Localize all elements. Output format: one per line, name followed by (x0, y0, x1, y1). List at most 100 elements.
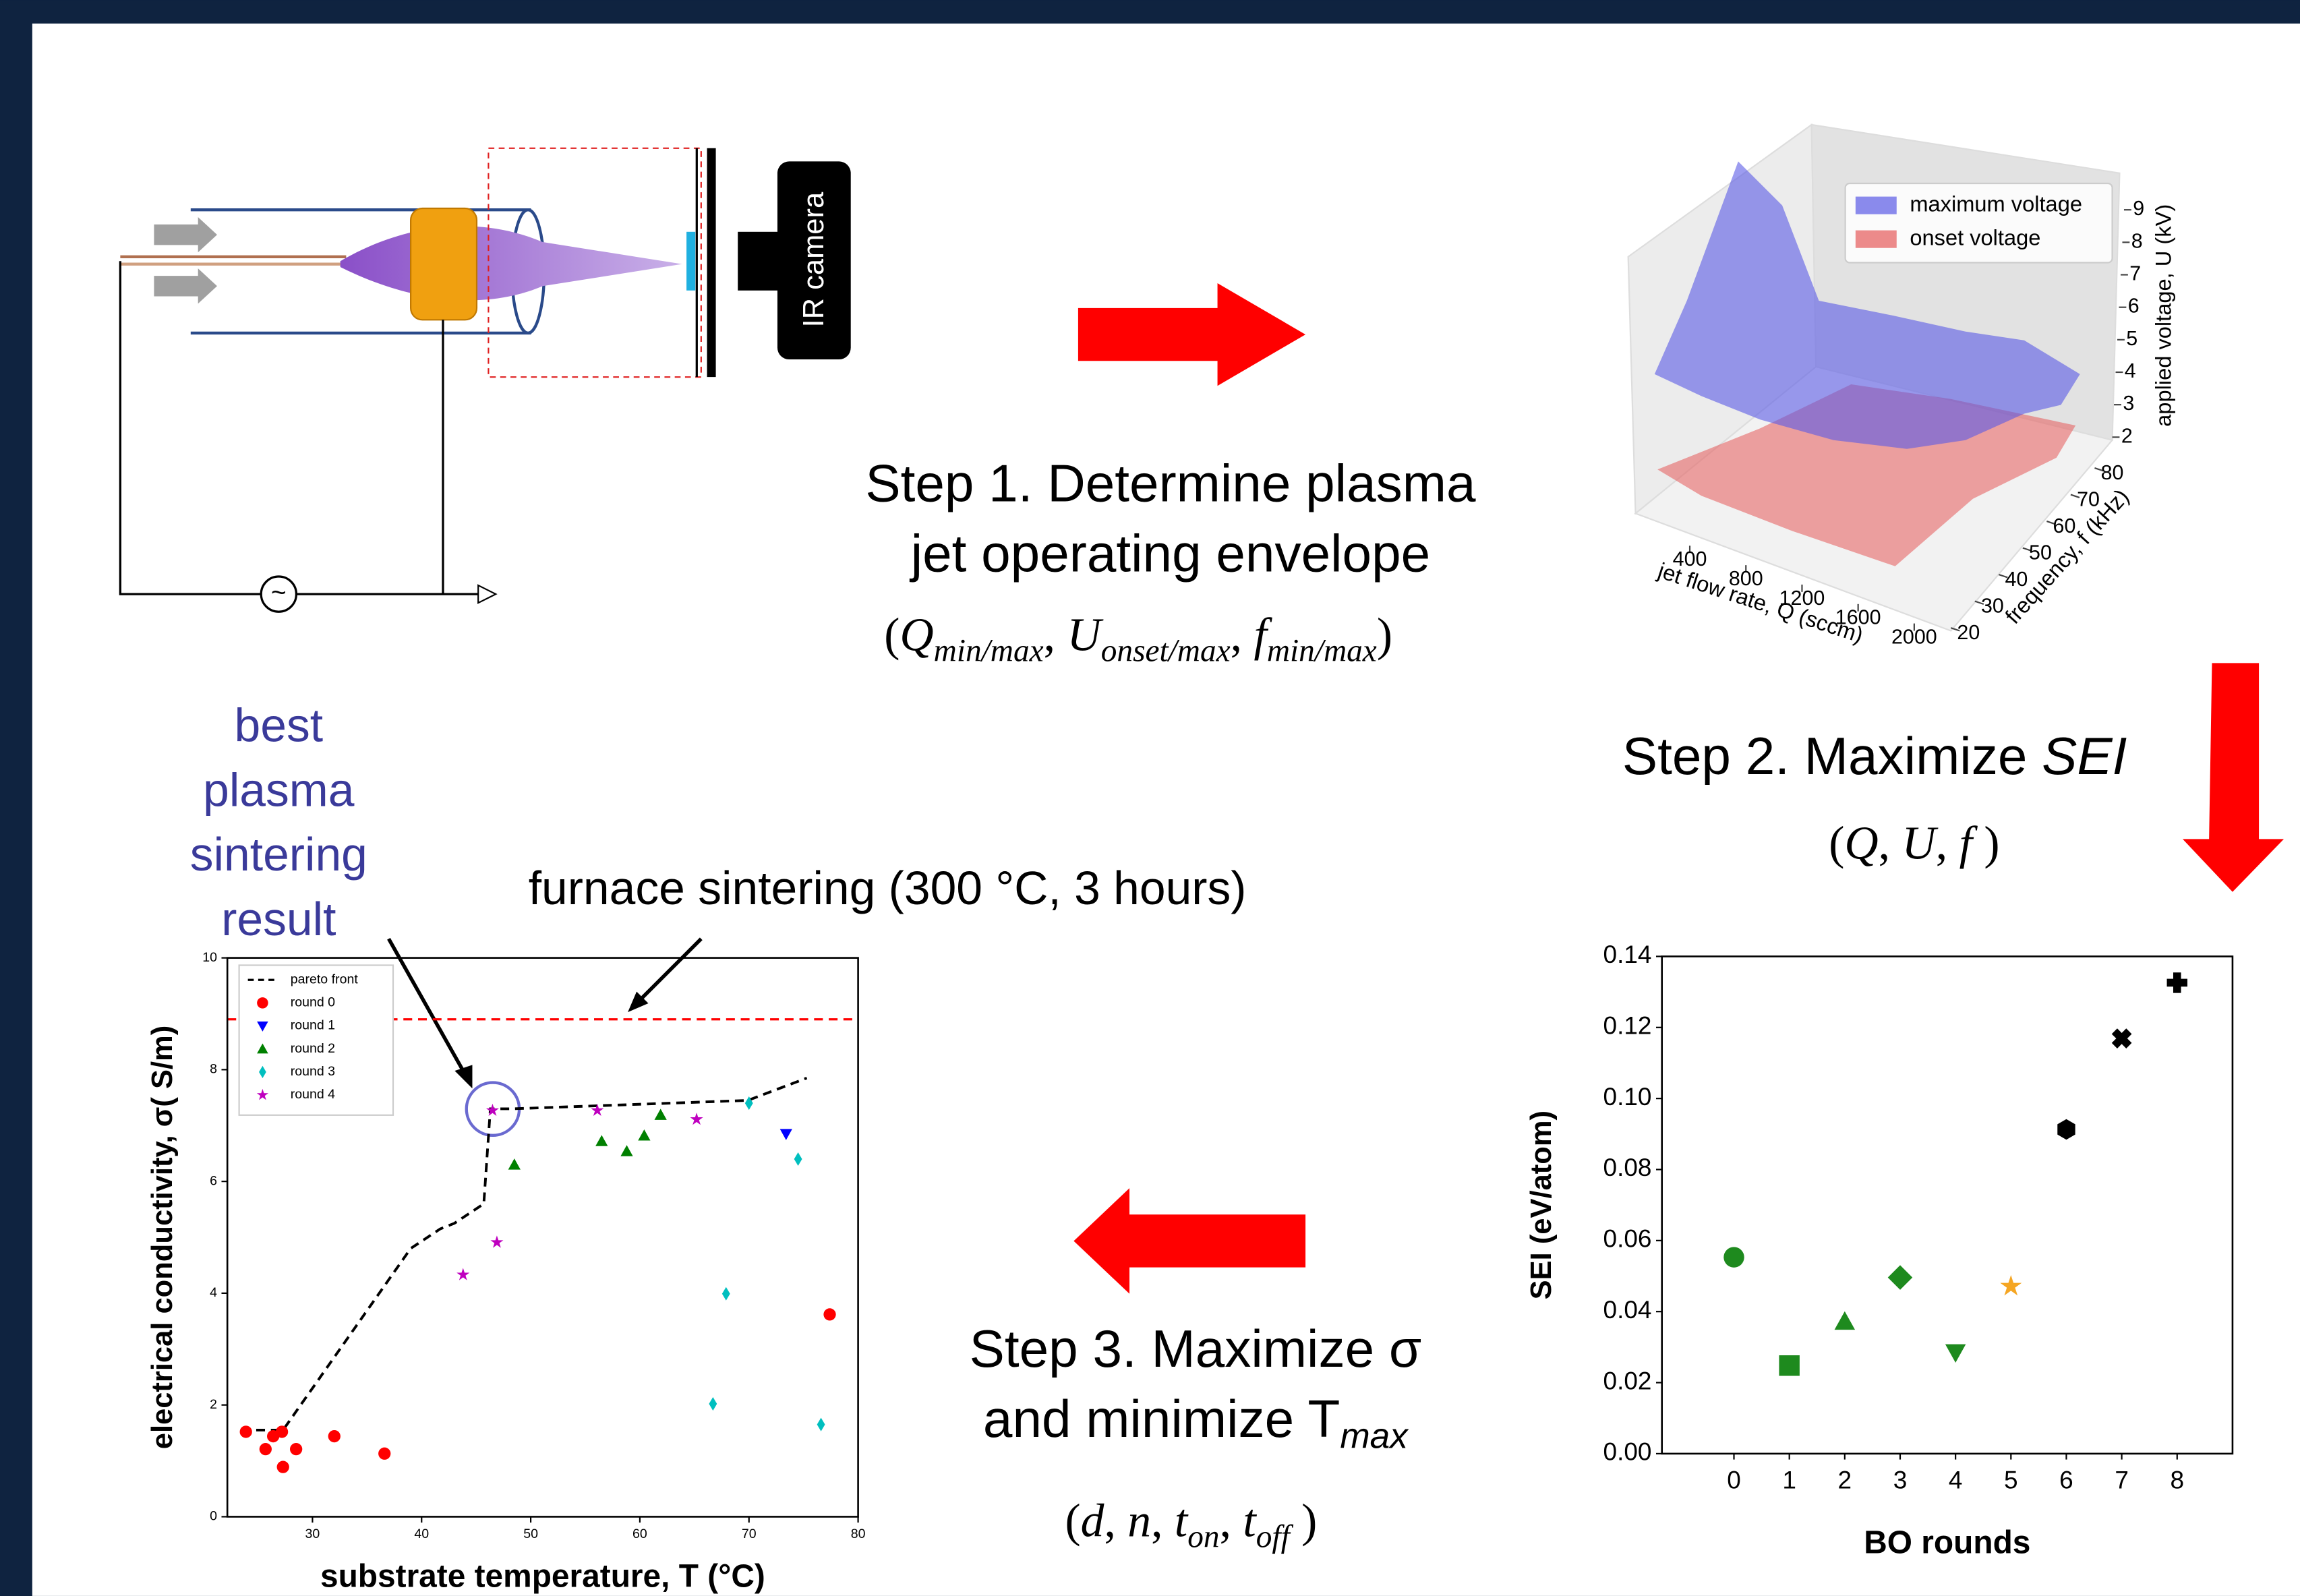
legend-label: round 3 (291, 1064, 335, 1079)
text-segment: Step 1. Determine plasma (865, 453, 1476, 512)
text-segment: jet operating envelope (910, 523, 1431, 583)
step-text: Step 1. Determine plasma (865, 453, 1476, 512)
y-tick-label: 0.08 (1603, 1154, 1652, 1181)
text-segment: Q (900, 610, 933, 661)
tick-label: 20 (1957, 621, 1980, 644)
legend-label: round 0 (291, 995, 335, 1010)
legend-label: round 1 (291, 1018, 335, 1033)
x-tick-label: 1 (1782, 1467, 1796, 1494)
camera-label: IR camera (798, 191, 830, 327)
x-tick-label: 70 (742, 1527, 757, 1541)
legend-label: maximum voltage (1910, 191, 2082, 216)
step-params: (Q, U, f ) (1829, 817, 1999, 869)
text-segment: off (1256, 1519, 1294, 1554)
text-segment: and minimize T (983, 1389, 1340, 1448)
x-tick-label: 60 (632, 1527, 647, 1541)
text-segment: min/max (934, 633, 1044, 668)
y-tick-label: 8 (210, 1062, 217, 1077)
text-segment: , (1220, 1495, 1243, 1547)
marker (290, 1443, 302, 1455)
x-tick-label: 2 (1838, 1467, 1852, 1494)
legend-label: round 2 (291, 1041, 335, 1056)
text-segment: , (1151, 1495, 1175, 1547)
x-tick-label: 5 (2004, 1467, 2018, 1494)
y-tick-label: 0.04 (1603, 1296, 1652, 1324)
marker (276, 1425, 288, 1438)
marker (378, 1448, 390, 1460)
marker (1723, 1247, 1744, 1267)
y-tick-label: 10 (202, 950, 217, 965)
step-text: jet operating envelope (910, 523, 1431, 583)
marker (240, 1425, 252, 1438)
text-segment: onset/max (1101, 633, 1231, 668)
text-segment: , (1044, 610, 1067, 661)
best-annotation: plasma (203, 763, 355, 816)
y-tick-label: 0 (210, 1509, 217, 1524)
text-segment: t (1243, 1495, 1257, 1547)
x-axis-label: substrate temperature, T (°C) (320, 1558, 765, 1594)
y-axis-label: electrical conductivity, σ( S/m) (146, 1026, 179, 1449)
text-segment: Step 3. Maximize σ (970, 1318, 1422, 1378)
text-segment: U (1901, 817, 1939, 869)
y-axis-label: SEI (eV/atom) (1525, 1111, 1558, 1299)
marker (823, 1308, 835, 1320)
step-text: Step 2. Maximize SEI (1622, 726, 2127, 786)
text-segment: max (1340, 1417, 1409, 1456)
best-annotation: result (221, 893, 336, 945)
marker (1779, 1355, 1799, 1376)
text-segment: ( (1829, 817, 1844, 869)
text-segment: ( (884, 610, 900, 661)
x-tick-label: 6 (2059, 1467, 2073, 1494)
text-segment: ( (1065, 1495, 1080, 1547)
text-segment: min/max (1267, 633, 1377, 668)
y-tick-label: 0.10 (1603, 1083, 1652, 1111)
legend-label: onset voltage (1910, 225, 2040, 249)
source-symbol: ~ (271, 578, 287, 607)
text-segment: , (1936, 817, 1959, 869)
text-segment: ) (1972, 817, 2000, 869)
tick-label: 7 (2129, 262, 2141, 285)
marker (260, 1443, 272, 1455)
text-segment: ) (1377, 610, 1392, 661)
tick-label: 5 (2126, 327, 2137, 350)
x-tick-label: 40 (414, 1527, 429, 1541)
tick-label: 2000 (1891, 625, 1937, 648)
y-tick-label: 0.14 (1603, 941, 1652, 968)
text-segment: U (1067, 610, 1104, 661)
x-tick-label: 80 (851, 1527, 866, 1541)
legend-label: round 4 (291, 1087, 335, 1102)
x-tick-label: 8 (2170, 1467, 2184, 1494)
best-annotation: best (235, 699, 324, 752)
x-tick-label: 7 (2115, 1467, 2129, 1494)
marker (257, 997, 268, 1009)
x-tick-label: 30 (305, 1527, 320, 1541)
y-tick-label: 4 (210, 1285, 217, 1300)
legend-swatch (1856, 231, 1897, 248)
x-tick-label: 4 (1949, 1467, 1963, 1494)
tick-label: 2 (2121, 424, 2133, 447)
text-segment: , (1104, 1495, 1127, 1547)
tick-label: 9 (2133, 197, 2144, 220)
text-segment: on (1187, 1519, 1219, 1554)
y-tick-label: 0.12 (1603, 1012, 1652, 1040)
legend-label: pareto front (291, 972, 359, 986)
x-axis-label: BO rounds (1864, 1525, 2030, 1560)
tick-label: 80 (2101, 461, 2124, 484)
x-tick-label: 0 (1727, 1467, 1741, 1494)
tick-label: 6 (2128, 295, 2140, 318)
legend-swatch (1856, 197, 1897, 214)
text-segment: , (1231, 610, 1254, 661)
y-tick-label: 2 (210, 1397, 217, 1412)
text-segment: SEI (2042, 726, 2127, 786)
text-segment: t (1175, 1495, 1189, 1547)
tick-label: 30 (1981, 594, 2004, 617)
tick-label: 8 (2131, 229, 2143, 252)
z-axis-label: applied voltage, U (kV) (2150, 204, 2175, 427)
step-text: Step 3. Maximize σ (970, 1318, 1422, 1378)
best-annotation: sintering (190, 828, 367, 881)
text-segment: Step 2. Maximize (1622, 726, 2042, 786)
x-tick-label: 3 (1893, 1467, 1908, 1494)
text-segment: d (1081, 1495, 1104, 1547)
text-segment: ) (1290, 1495, 1318, 1547)
text-segment: n (1127, 1495, 1151, 1547)
